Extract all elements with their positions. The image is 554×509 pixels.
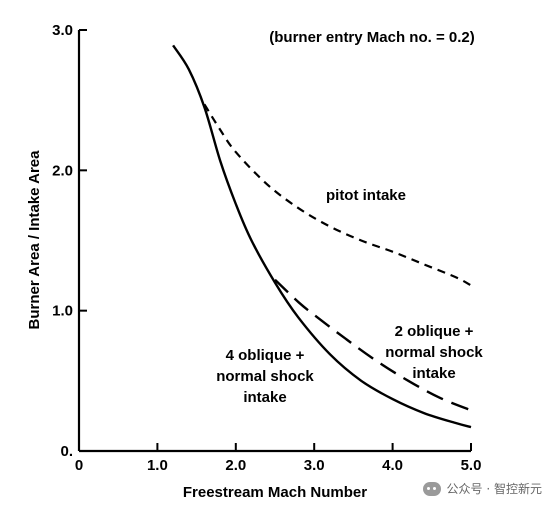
y-tick-label-1: 1.0	[52, 303, 73, 320]
x-tick-label-3: 3.0	[304, 457, 325, 474]
wechat-icon	[422, 481, 441, 496]
four-oblique-label-line-2: normal shock	[216, 368, 314, 385]
x-tick-label-0: 0	[75, 457, 83, 474]
burner-entry-annotation: (burner entry Mach no. = 0.2)	[269, 29, 474, 46]
x-tick-label-4: 4.0	[382, 457, 403, 474]
watermark-text: 公众号 · 智控新元	[446, 482, 542, 496]
y-tick-label-2: 2.0	[52, 162, 73, 179]
two-oblique-label-line-3: intake	[412, 365, 455, 382]
watermark: 公众号 · 智控新元	[422, 480, 542, 497]
y-tick-group: 0. 1.0 2.0 3.0	[52, 22, 87, 460]
x-tick-group: 0 1.0 2.0 3.0 4.0 5.0	[75, 443, 482, 474]
y-tick-label-0: 0.	[60, 443, 73, 460]
two-oblique-label-line-1: 2 oblique +	[395, 323, 474, 340]
x-axis-label: Freestream Mach Number	[183, 484, 367, 501]
x-tick-label-2: 2.0	[225, 457, 246, 474]
y-axis-label: Burner Area / Intake Area	[26, 150, 43, 330]
series-line-short-dash	[203, 103, 472, 287]
four-oblique-label-line-3: intake	[243, 389, 286, 406]
series-line-solid	[172, 44, 472, 429]
pitot-intake-label: pitot intake	[326, 187, 406, 204]
series-line-long-dash	[274, 278, 472, 412]
four-oblique-label-line-1: 4 oblique +	[226, 347, 305, 364]
series-layer	[172, 44, 472, 429]
x-tick-label-1: 1.0	[147, 457, 168, 474]
two-oblique-label-line-2: normal shock	[385, 344, 483, 361]
x-tick-label-5: 5.0	[461, 457, 482, 474]
y-tick-label-3: 3.0	[52, 22, 73, 39]
